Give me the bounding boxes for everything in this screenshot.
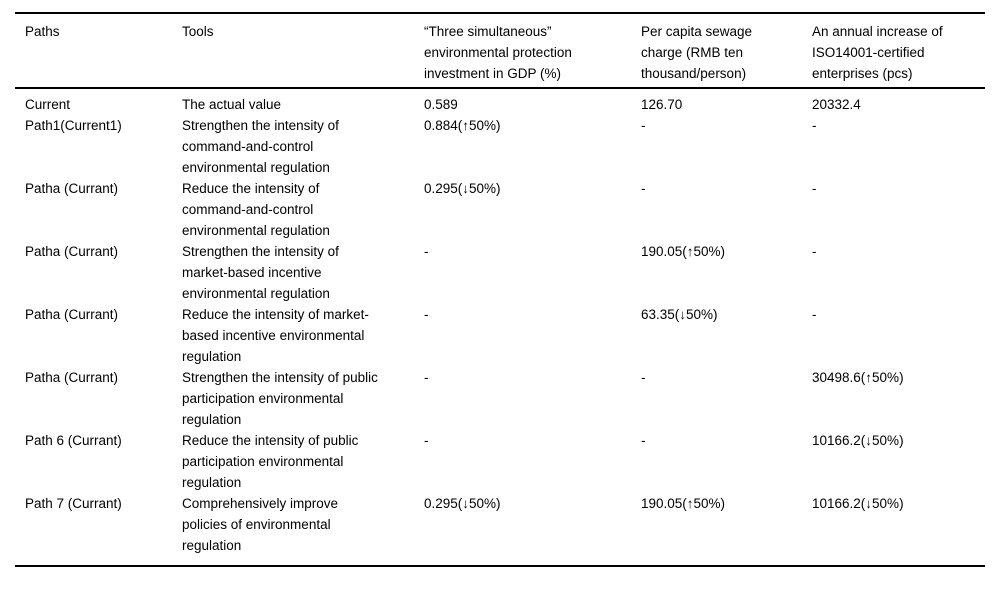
table-row: Patha (Currant) Strengthen the intensity … xyxy=(15,367,985,430)
paper-table-container: Paths Tools “Three simultaneous” environ… xyxy=(15,12,985,567)
cell-gdp-investment: - xyxy=(424,307,429,322)
cell-gdp-investment: 0.884(↑50%) xyxy=(424,118,501,133)
cell-sewage-charge: - xyxy=(641,370,646,385)
cell-iso-enterprises: 10166.2(↓50%) xyxy=(812,433,904,448)
table-body: Current The actual value 0.589 126.70 20332.… xyxy=(15,88,985,566)
cell-gdp-investment: 0.295(↓50%) xyxy=(424,496,501,511)
cell-iso-enterprises: - xyxy=(812,118,817,133)
cell-sewage-charge: 63.35(↓50%) xyxy=(641,307,718,322)
cell-iso-enterprises: 30498.6(↑50%) xyxy=(812,370,904,385)
cell-tool: Strengthen the intensity of market-based… xyxy=(182,244,339,301)
cell-iso-enterprises: 20332.4 xyxy=(812,97,861,112)
cell-tool: Strengthen the intensity of command-and-… xyxy=(182,118,339,175)
cell-path: Patha (Currant) xyxy=(25,244,119,259)
cell-tool: Strengthen the intensity of public parti… xyxy=(182,370,378,427)
table-header: Paths Tools “Three simultaneous” environ… xyxy=(15,12,985,89)
cell-gdp-investment: 0.589 xyxy=(424,97,458,112)
cell-tool: Reduce the intensity of command-and-cont… xyxy=(182,181,330,238)
table-row: Path 6 (Currant) Reduce the intensity of … xyxy=(15,430,985,493)
cell-gdp-investment: - xyxy=(424,370,429,385)
cell-iso-enterprises: - xyxy=(812,307,817,322)
cell-iso-enterprises: - xyxy=(812,244,817,259)
regulation-paths-table: Paths Tools “Three simultaneous” environ… xyxy=(15,12,985,567)
cell-path: Patha (Currant) xyxy=(25,307,119,322)
cell-gdp-investment: - xyxy=(424,433,429,448)
table-row: Path1(Current1) Strengthen the intensity … xyxy=(15,115,985,178)
cell-path: Patha (Currant) xyxy=(25,181,119,196)
cell-path: Current xyxy=(25,97,71,112)
cell-path: Path 7 (Currant) xyxy=(25,496,122,511)
cell-tool: Reduce the intensity of public participa… xyxy=(182,433,359,490)
cell-sewage-charge: 190.05(↑50%) xyxy=(641,496,726,511)
cell-sewage-charge: - xyxy=(641,433,646,448)
column-header-sewage-charge: Per capita sewage charge (RMB ten thousa… xyxy=(641,12,812,89)
cell-sewage-charge: 190.05(↑50%) xyxy=(641,244,726,259)
cell-path: Path 6 (Currant) xyxy=(25,433,122,448)
cell-tool: Comprehensively improve policies of envi… xyxy=(182,496,339,553)
cell-sewage-charge: 126.70 xyxy=(641,97,683,112)
cell-path: Patha (Currant) xyxy=(25,370,119,385)
header-row: Paths Tools “Three simultaneous” environ… xyxy=(15,12,985,89)
cell-gdp-investment: - xyxy=(424,244,429,259)
table-row: Patha (Currant) Reduce the intensity of m… xyxy=(15,304,985,367)
cell-gdp-investment: 0.295(↓50%) xyxy=(424,181,501,196)
table-row: Path 7 (Currant) Comprehensively improve … xyxy=(15,493,985,566)
column-header-iso-enterprises: An annual increase of ISO14001-certified… xyxy=(812,12,985,89)
table-row: Current The actual value 0.589 126.70 20332.… xyxy=(15,88,985,115)
cell-sewage-charge: - xyxy=(641,118,646,133)
cell-iso-enterprises: 10166.2(↓50%) xyxy=(812,496,904,511)
column-header-tools: Tools xyxy=(182,12,424,89)
table-row: Patha (Currant) Reduce the intensity of c… xyxy=(15,178,985,241)
cell-iso-enterprises: - xyxy=(812,181,817,196)
cell-sewage-charge: - xyxy=(641,181,646,196)
table-row: Patha (Currant) Strengthen the intensity … xyxy=(15,241,985,304)
cell-tool: The actual value xyxy=(182,97,282,112)
cell-tool: Reduce the intensity of market-based inc… xyxy=(182,307,369,364)
cell-path: Path1(Current1) xyxy=(25,118,122,133)
column-header-gdp-investment: “Three simultaneous” environmental prote… xyxy=(424,12,641,89)
column-header-paths: Paths xyxy=(15,12,182,89)
